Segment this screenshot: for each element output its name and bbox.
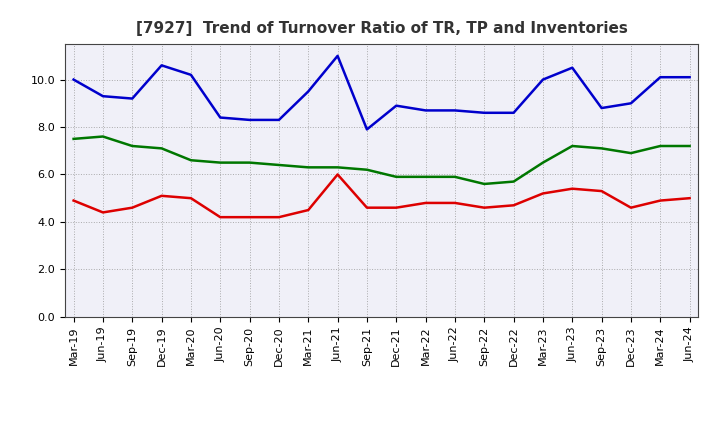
Trade Payables xyxy=(539,77,547,82)
Inventories xyxy=(274,162,283,168)
Trade Receivables xyxy=(626,205,635,210)
Trade Payables xyxy=(656,74,665,80)
Trade Payables xyxy=(626,101,635,106)
Inventories xyxy=(333,165,342,170)
Inventories xyxy=(304,165,312,170)
Line: Inventories: Inventories xyxy=(73,136,690,184)
Line: Trade Receivables: Trade Receivables xyxy=(73,175,690,217)
Inventories xyxy=(246,160,254,165)
Inventories xyxy=(568,143,577,149)
Inventories xyxy=(69,136,78,142)
Inventories xyxy=(598,146,606,151)
Trade Payables xyxy=(509,110,518,115)
Trade Payables xyxy=(186,72,195,77)
Trade Payables xyxy=(246,117,254,123)
Trade Receivables xyxy=(539,191,547,196)
Legend: Trade Receivables, Trade Payables, Inventories: Trade Receivables, Trade Payables, Inven… xyxy=(163,438,600,440)
Inventories xyxy=(216,160,225,165)
Trade Receivables xyxy=(480,205,489,210)
Inventories xyxy=(128,143,137,149)
Inventories xyxy=(421,174,430,180)
Trade Receivables xyxy=(333,172,342,177)
Trade Payables xyxy=(598,106,606,111)
Trade Receivables xyxy=(274,215,283,220)
Trade Receivables xyxy=(216,215,225,220)
Trade Receivables xyxy=(685,195,694,201)
Trade Receivables xyxy=(451,200,459,205)
Inventories xyxy=(685,143,694,149)
Trade Receivables xyxy=(656,198,665,203)
Trade Payables xyxy=(568,65,577,70)
Trade Payables xyxy=(392,103,400,108)
Trade Payables xyxy=(451,108,459,113)
Trade Receivables xyxy=(99,210,107,215)
Inventories xyxy=(656,143,665,149)
Inventories xyxy=(157,146,166,151)
Inventories xyxy=(363,167,372,172)
Trade Payables xyxy=(363,127,372,132)
Trade Payables xyxy=(274,117,283,123)
Trade Payables xyxy=(216,115,225,120)
Trade Receivables xyxy=(363,205,372,210)
Trade Payables xyxy=(480,110,489,115)
Inventories xyxy=(392,174,400,180)
Trade Receivables xyxy=(304,207,312,213)
Title: [7927]  Trend of Turnover Ratio of TR, TP and Inventories: [7927] Trend of Turnover Ratio of TR, TP… xyxy=(135,21,628,36)
Trade Receivables xyxy=(392,205,400,210)
Trade Payables xyxy=(685,74,694,80)
Inventories xyxy=(480,181,489,187)
Trade Receivables xyxy=(509,203,518,208)
Inventories xyxy=(186,158,195,163)
Trade Receivables xyxy=(246,215,254,220)
Trade Payables xyxy=(304,89,312,94)
Trade Receivables xyxy=(186,195,195,201)
Inventories xyxy=(509,179,518,184)
Inventories xyxy=(539,160,547,165)
Trade Receivables xyxy=(421,200,430,205)
Trade Payables xyxy=(333,53,342,59)
Line: Trade Payables: Trade Payables xyxy=(73,56,690,129)
Trade Payables xyxy=(69,77,78,82)
Trade Receivables xyxy=(128,205,137,210)
Inventories xyxy=(451,174,459,180)
Trade Receivables xyxy=(598,188,606,194)
Trade Payables xyxy=(157,63,166,68)
Trade Receivables xyxy=(157,193,166,198)
Trade Payables xyxy=(421,108,430,113)
Inventories xyxy=(99,134,107,139)
Trade Payables xyxy=(128,96,137,101)
Trade Payables xyxy=(99,94,107,99)
Trade Receivables xyxy=(69,198,78,203)
Inventories xyxy=(626,150,635,156)
Trade Receivables xyxy=(568,186,577,191)
